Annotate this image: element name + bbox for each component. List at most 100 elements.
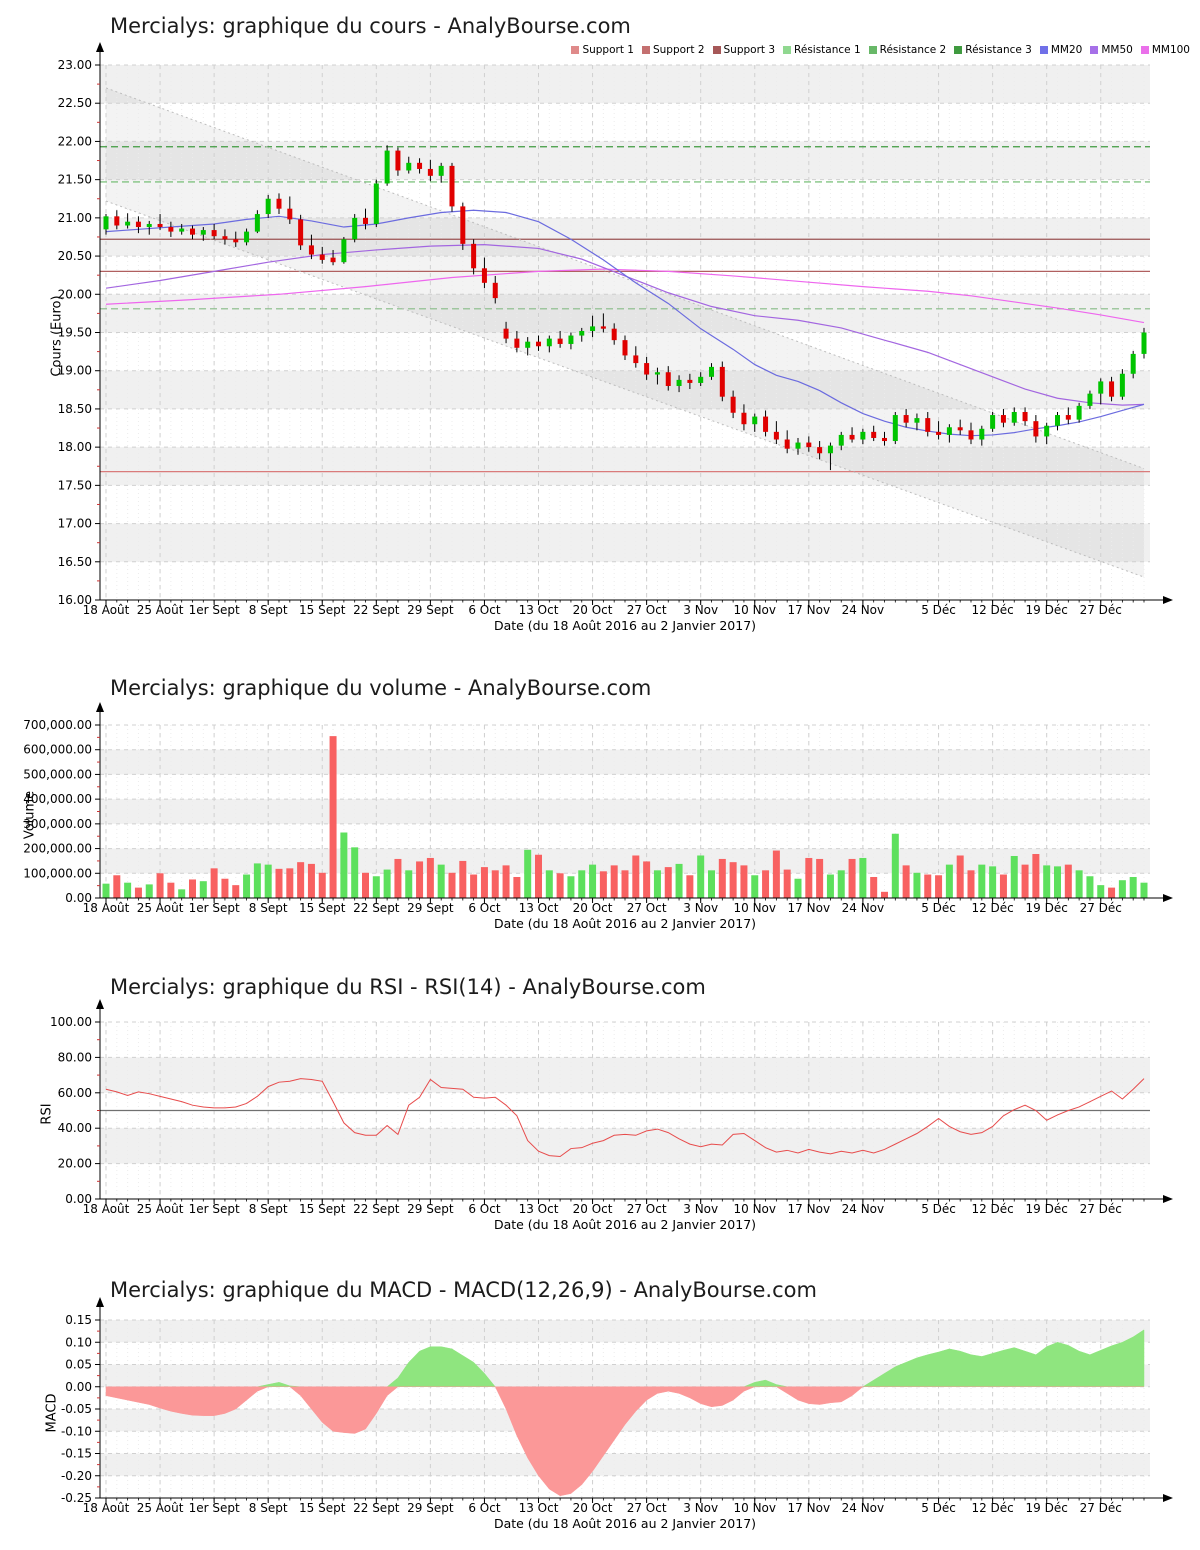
rsi-x-axis-title: Date (du 18 Août 2016 au 2 Janvier 2017): [493, 1217, 757, 1232]
x-tick-label: 10 Nov: [733, 901, 776, 915]
horizontal-gridlines: [100, 724, 1150, 874]
legend-item-label: MM20: [1050, 44, 1083, 56]
y-axis-ticks: 0.00 20.00 40.00 60.00 80.00 100.00: [50, 1015, 100, 1206]
cours-chart-title: Mercialys: graphique du cours - AnalyBou…: [110, 14, 631, 38]
x-tick-label: 27 Oct: [627, 1202, 667, 1216]
mm100-line: [105, 268, 1145, 324]
x-axis-arrow-icon: [1163, 1494, 1173, 1502]
x-tick-label: 5 Déc: [921, 1202, 956, 1216]
legend-item-résistance-3: Résistance 3: [954, 44, 1032, 56]
x-tick-label: 15 Sept: [299, 1202, 346, 1216]
y-tick-label: 16.00: [58, 593, 92, 607]
x-tick-label: 19 Déc: [1026, 1501, 1068, 1515]
x-tick-label: 24 Nov: [842, 1501, 885, 1515]
x-tick-label: 17 Nov: [788, 1202, 831, 1216]
x-tick-label: 29 Sept: [407, 603, 454, 617]
legend-item-support-3: Support 3: [712, 44, 776, 56]
x-tick-label: 27 Déc: [1080, 603, 1122, 617]
x-tick-label: 3 Nov: [683, 1501, 718, 1515]
rsi-y-axis-label-text: RSI: [39, 1103, 55, 1125]
x-tick-label: 25 Août: [137, 901, 184, 915]
macd-y-axis-label-text: MACD: [44, 1393, 60, 1433]
legend-item-support-2: Support 2: [641, 44, 705, 56]
x-tick-label: 6 Oct: [468, 901, 500, 915]
cours-plot: 16.00 16.50 17.00 17.50 18.00 18.50 19.00 19.50…: [58, 42, 1173, 617]
macd-area: [105, 1329, 1145, 1497]
x-tick-label: 22 Sept: [353, 1501, 400, 1515]
y-axis-arrow-icon: [96, 702, 104, 712]
x-tick-label: 1er Sept: [189, 901, 240, 915]
legend-item-mm100: MM100: [1140, 44, 1190, 56]
x-tick-label: 24 Nov: [842, 603, 885, 617]
legend-item-label: Résistance 3: [965, 44, 1032, 56]
horizontal-gridlines: [100, 1021, 1150, 1165]
x-tick-label: 15 Sept: [299, 1501, 346, 1515]
x-axis-ticks: 18 Août 25 Août 1er Sept 8 Sept 15 Sept 22 Se…: [83, 1199, 1145, 1216]
x-tick-label: 20 Oct: [573, 1202, 613, 1216]
x-tick-label: 27 Déc: [1080, 1202, 1122, 1216]
y-tick-label: 19.50: [58, 326, 92, 340]
legend-marker-icon: [571, 46, 580, 54]
y-axis-ticks: 0.00 100,000.00 200,000.00 300,000.00 400,00…: [23, 718, 100, 905]
support-lines: [100, 238, 1150, 473]
y-tick-label: 0.10: [65, 1335, 92, 1349]
y-tick-label: 100.00: [50, 1015, 92, 1029]
legend-marker-icon: [712, 46, 721, 54]
mm20-line: [105, 209, 1145, 437]
legend-marker-icon: [1090, 46, 1099, 54]
y-tick-label: 17.00: [58, 517, 92, 531]
y-tick-label: 0.00: [65, 1380, 92, 1394]
y-tick-label: 16.50: [58, 555, 92, 569]
macd-chart-title: Mercialys: graphique du MACD - MACD(12,2…: [110, 1278, 817, 1302]
rsi-chart-title: Mercialys: graphique du RSI - RSI(14) - …: [110, 975, 706, 999]
x-tick-label: 1er Sept: [189, 603, 240, 617]
y-tick-label: 0.05: [65, 1358, 92, 1372]
y-tick-label: 0.15: [65, 1313, 92, 1327]
regression-channel-lines: [105, 87, 1145, 578]
legend-item-label: MM100: [1151, 44, 1190, 56]
volume-plot: 0.00 100,000.00 200,000.00 300,000.00 400,00…: [23, 702, 1173, 915]
x-tick-label: 10 Nov: [733, 603, 776, 617]
x-tick-label: 24 Nov: [842, 1202, 885, 1216]
y-tick-label: 60.00: [58, 1086, 92, 1100]
y-tick-label: -0.25: [61, 1491, 92, 1505]
legend-marker-icon: [868, 46, 877, 54]
x-tick-label: 29 Sept: [407, 1202, 454, 1216]
y-tick-label: 700,000.00: [23, 718, 92, 732]
axes: [99, 1306, 1164, 1499]
legend-item-label: Support 3: [723, 44, 776, 56]
y-tick-label: 20.00: [58, 287, 92, 301]
x-tick-label: 10 Nov: [733, 1501, 776, 1515]
legend-item-label: Support 2: [652, 44, 705, 56]
macd-plot: -0.25 -0.20 -0.15 -0.10 -0.05 0.00 0.05 0.10 0.1…: [61, 1297, 1173, 1515]
x-tick-label: 6 Oct: [468, 1202, 500, 1216]
legend-marker-icon: [641, 46, 650, 54]
x-tick-label: 8 Sept: [249, 1501, 288, 1515]
y-tick-label: 0.00: [65, 891, 92, 905]
volume-chart-title: Mercialys: graphique du volume - AnalyBo…: [110, 676, 652, 700]
resistance-lines: [100, 146, 1150, 310]
x-tick-label: 24 Nov: [842, 901, 885, 915]
y-axis-arrow-icon: [96, 1297, 104, 1307]
x-tick-label: 13 Oct: [519, 1202, 559, 1216]
legend-item-résistance-2: Résistance 2: [868, 44, 946, 56]
x-tick-label: 19 Déc: [1026, 901, 1068, 915]
x-tick-label: 25 Août: [137, 1202, 184, 1216]
x-tick-label: 18 Août: [83, 1202, 130, 1216]
x-tick-label: 13 Oct: [519, 1501, 559, 1515]
legend-item-label: Résistance 1: [794, 44, 861, 56]
y-tick-label: 40.00: [58, 1121, 92, 1135]
x-tick-label: 15 Sept: [299, 901, 346, 915]
legend-item-mm20: MM20: [1039, 44, 1083, 56]
x-tick-label: 22 Sept: [353, 603, 400, 617]
x-tick-label: 27 Oct: [627, 901, 667, 915]
y-tick-label: 21.50: [58, 173, 92, 187]
x-tick-label: 17 Nov: [788, 603, 831, 617]
volume-y-axis-label-text: Volume: [22, 790, 38, 840]
volume-x-axis-title: Date (du 18 Août 2016 au 2 Janvier 2017): [493, 916, 757, 931]
x-tick-label: 27 Oct: [627, 1501, 667, 1515]
rsi-line: [105, 1078, 1145, 1158]
x-tick-label: 27 Oct: [627, 603, 667, 617]
legend-marker-icon: [954, 46, 963, 54]
legend-item-support-1: Support 1: [571, 44, 634, 56]
